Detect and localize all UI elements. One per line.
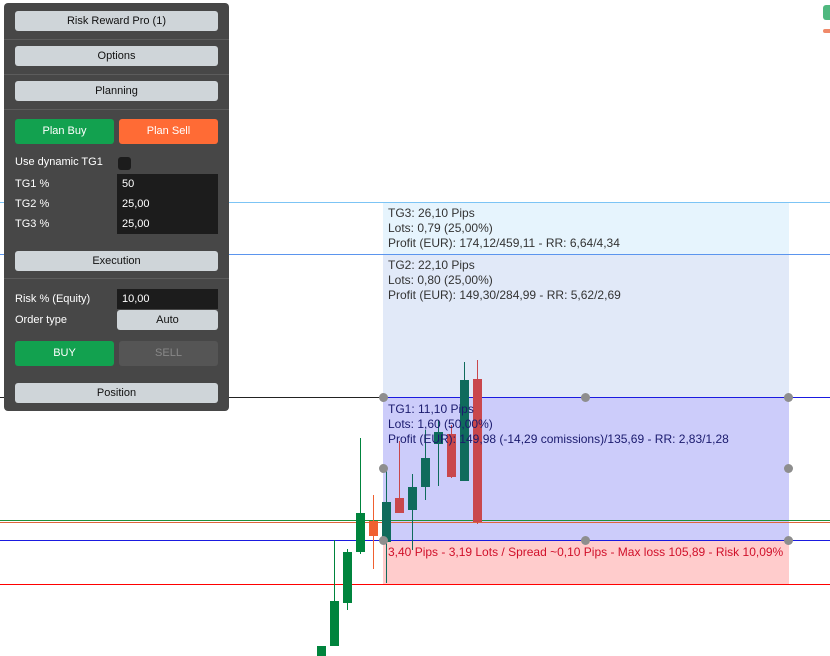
candle-body xyxy=(460,380,469,481)
tg3-label: TG3 % xyxy=(15,218,50,230)
drag-handle[interactable] xyxy=(379,536,388,545)
candle-body xyxy=(421,458,430,487)
price-badge xyxy=(823,5,830,20)
planning-button[interactable]: Planning xyxy=(15,81,218,101)
candle-body xyxy=(447,434,456,477)
candle-body xyxy=(382,502,391,542)
candle-body xyxy=(408,487,417,510)
sell-button[interactable]: SELL xyxy=(119,341,218,366)
divider xyxy=(4,39,229,40)
order-type-label: Order type xyxy=(15,314,67,326)
tg2-zone: TG2: 22,10 Pips Lots: 0,80 (25,00%) Prof… xyxy=(383,254,789,397)
ask-line xyxy=(0,522,830,523)
drag-handle[interactable] xyxy=(784,464,793,473)
dynamic-tg1-checkbox[interactable] xyxy=(118,157,131,170)
drag-handle[interactable] xyxy=(379,464,388,473)
risk-reward-panel: Risk Reward Pro (1) Options Planning Pla… xyxy=(4,3,229,411)
dynamic-tg1-label: Use dynamic TG1 xyxy=(15,156,103,168)
bid-line xyxy=(0,520,830,521)
tg1-input[interactable] xyxy=(117,174,218,194)
tg1-info: TG1: 11,10 Pips Lots: 1,60 (50,00%) Prof… xyxy=(388,402,729,447)
options-button[interactable]: Options xyxy=(15,46,218,66)
candle-body xyxy=(317,646,326,656)
tg3-zone: TG3: 26,10 Pips Lots: 0,79 (25,00%) Prof… xyxy=(383,202,789,254)
sl-zone xyxy=(383,540,789,584)
candle-body xyxy=(356,513,365,552)
tg3-lots: Lots: 0,79 (25,00%) xyxy=(388,221,493,235)
tg2-profit: Profit (EUR): 149,30/284,99 - RR: 5,62/2… xyxy=(388,288,621,302)
drag-handle[interactable] xyxy=(581,393,590,402)
plan-buy-button[interactable]: Plan Buy xyxy=(15,119,114,144)
tg2-info: TG2: 22,10 Pips Lots: 0,80 (25,00%) Prof… xyxy=(388,258,621,303)
plan-sell-button[interactable]: Plan Sell xyxy=(119,119,218,144)
candle-body xyxy=(395,498,404,513)
divider xyxy=(4,278,229,279)
divider xyxy=(4,109,229,110)
candle-body xyxy=(343,552,352,603)
position-button[interactable]: Position xyxy=(15,383,218,403)
tg2-pips: TG2: 22,10 Pips xyxy=(388,258,475,272)
tg2-lots: Lots: 0,80 (25,00%) xyxy=(388,273,493,287)
tg1-profit: Profit (EUR): 149,98 (-14,29 comissions)… xyxy=(388,432,729,446)
title-button[interactable]: Risk Reward Pro (1) xyxy=(15,11,218,31)
risk-input[interactable] xyxy=(117,289,218,309)
tg2-line[interactable] xyxy=(0,254,830,255)
candle-body xyxy=(434,432,443,444)
divider xyxy=(4,74,229,75)
tg1-line-inner xyxy=(383,397,830,398)
candle-body xyxy=(369,521,378,536)
tg1-lots: Lots: 1,60 (50,00%) xyxy=(388,417,493,431)
stop-loss-line[interactable] xyxy=(0,584,830,585)
entry-line[interactable] xyxy=(0,540,830,541)
price-marker xyxy=(823,29,830,33)
tg3-info: TG3: 26,10 Pips Lots: 0,79 (25,00%) Prof… xyxy=(388,206,620,251)
tg2-label: TG2 % xyxy=(15,198,50,210)
buy-button[interactable]: BUY xyxy=(15,341,114,366)
tg1-pips: TG1: 11,10 Pips xyxy=(388,402,474,416)
tg1-label: TG1 % xyxy=(15,178,50,190)
drag-handle[interactable] xyxy=(784,393,793,402)
drag-handle[interactable] xyxy=(581,536,590,545)
candle-body xyxy=(473,379,482,522)
drag-handle[interactable] xyxy=(379,393,388,402)
tg3-line[interactable] xyxy=(0,202,830,203)
order-type-button[interactable]: Auto xyxy=(117,310,218,330)
sl-text: 3,40 Pips - 3,19 Lots / Spread ~0,10 Pip… xyxy=(388,545,784,559)
risk-label: Risk % (Equity) xyxy=(15,293,91,305)
drag-handle[interactable] xyxy=(784,536,793,545)
tg2-input[interactable] xyxy=(117,194,218,214)
candle-body xyxy=(330,601,339,646)
tg3-pips: TG3: 26,10 Pips xyxy=(388,206,475,220)
tg3-profit: Profit (EUR): 174,12/459,11 - RR: 6,64/4… xyxy=(388,236,620,250)
execution-button[interactable]: Execution xyxy=(15,251,218,271)
tg3-input[interactable] xyxy=(117,214,218,234)
sl-info: 3,40 Pips - 3,19 Lots / Spread ~0,10 Pip… xyxy=(388,545,783,560)
